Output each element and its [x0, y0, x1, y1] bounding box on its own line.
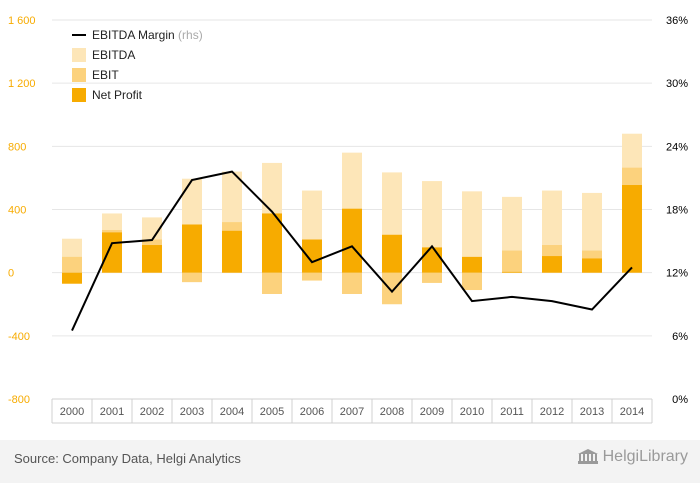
brand-name: HelgiLibrary: [602, 448, 688, 465]
x-tick-label: 2009: [420, 406, 444, 418]
bar-net-profit: [542, 256, 562, 273]
chart-area: -800 -400 0 400 800 1 200 1 600 0% 6% 12% 18% 24% 30…: [8, 15, 688, 424]
bar-net-profit: [142, 245, 162, 273]
legend-label: EBITDA Margin (rhs): [92, 28, 203, 42]
line-ebitda-margin: [71, 170, 633, 331]
bar-ebit: [62, 256, 82, 273]
bar-net-profit: [582, 258, 602, 273]
y-right-tick-label: 0%: [672, 394, 688, 406]
bar-net-profit: [262, 213, 282, 273]
legend-swatch: [72, 88, 86, 102]
bar-ebit: [302, 272, 322, 281]
x-tick-label: 2003: [180, 406, 204, 418]
y-right-tick-label: 24%: [666, 141, 688, 153]
bar-net-profit: [502, 271, 522, 273]
source-note: Source: Company Data, Helgi Analytics: [14, 451, 241, 466]
y-left-tick-label: 0: [8, 268, 14, 280]
bar-ebit: [342, 272, 362, 294]
x-tick-label: 2012: [540, 406, 564, 418]
y-left-tick-label: 1 200: [8, 78, 36, 90]
bar-net-profit: [102, 232, 122, 273]
bar-ebit: [502, 250, 522, 273]
x-tick-label: 2004: [220, 406, 244, 418]
y-left-tick-label: -400: [8, 331, 30, 343]
bar-ebit: [462, 272, 482, 291]
bar-net-profit: [302, 239, 322, 273]
y-left-tick-label: -800: [8, 394, 30, 406]
bar-net-profit: [462, 256, 482, 273]
x-tick-label: 2001: [100, 406, 124, 418]
bar-net-profit: [422, 247, 442, 273]
x-tick-label: 2010: [460, 406, 484, 418]
bar-net-profit: [622, 185, 642, 273]
legend-label: EBIT: [92, 68, 119, 82]
legend-label: EBITDA: [92, 48, 135, 62]
x-tick-label: 2007: [340, 406, 364, 418]
bar-net-profit: [342, 208, 362, 273]
brand-logo[interactable]: HelgiLibrary: [577, 448, 688, 466]
legend-swatch: [72, 68, 86, 82]
y-left-tick-label: 1 600: [8, 15, 36, 27]
x-tick-label: 2011: [500, 406, 524, 418]
bar-net-profit: [62, 272, 82, 284]
y-right-tick-label: 18%: [666, 205, 688, 217]
bar-net-profit: [182, 224, 202, 273]
bar-ebit: [262, 272, 282, 294]
y-right-tick-label: 12%: [666, 268, 688, 280]
y-right-tick-label: 6%: [672, 331, 688, 343]
x-tick-label: 2000: [60, 406, 84, 418]
x-tick-label: 2005: [260, 406, 284, 418]
x-tick-label: 2008: [380, 406, 404, 418]
bar-ebitda: [462, 191, 482, 273]
bar-net-profit: [222, 230, 242, 273]
y-right-tick-label: 36%: [666, 15, 688, 27]
bar-ebit: [422, 272, 442, 283]
y-left-tick-label: 800: [8, 141, 26, 153]
bar-ebit: [182, 272, 202, 283]
x-tick-label: 2014: [620, 406, 644, 418]
legend-swatch: [72, 48, 86, 62]
y-left-tick-label: 400: [8, 205, 26, 217]
bar-ebit: [382, 272, 402, 305]
legend-label: Net Profit: [92, 88, 143, 102]
library-icon: [577, 449, 598, 464]
y-right-tick-label: 30%: [666, 78, 688, 90]
bar-net-profit: [382, 234, 402, 273]
x-tick-label: 2013: [580, 406, 604, 418]
x-tick-label: 2002: [140, 406, 164, 418]
x-tick-label: 2006: [300, 406, 324, 418]
